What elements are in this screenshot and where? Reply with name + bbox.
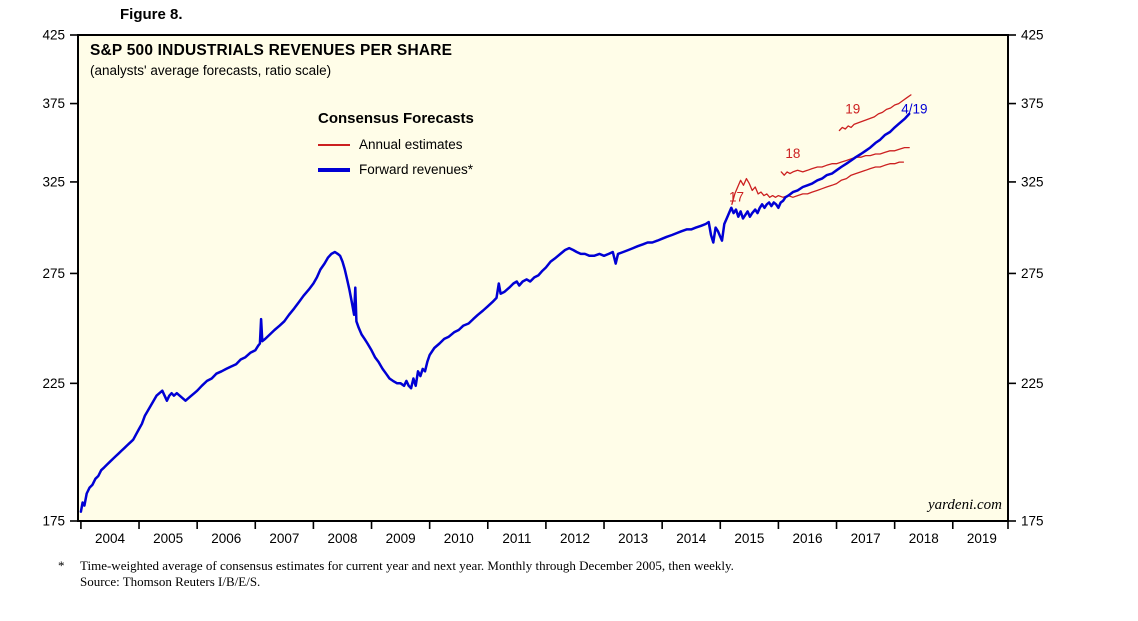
y-tick-label-left: 175	[42, 514, 65, 529]
annotation-19: 19	[845, 101, 860, 116]
x-tick-label: 2017	[851, 531, 881, 546]
x-tick-label: 2008	[327, 531, 357, 546]
legend-label-forward-revenues: Forward revenues*	[359, 162, 474, 177]
series-annual-estimates-2017	[731, 161, 905, 205]
x-tick-label: 2016	[792, 531, 822, 546]
y-tick-label-right: 325	[1021, 174, 1044, 189]
x-tick-label: 2010	[444, 531, 474, 546]
legend: Consensus Forecasts Annual estimates For…	[318, 110, 474, 187]
footnote: * Time-weighted average of consensus est…	[58, 558, 734, 590]
legend-label-annual-estimates: Annual estimates	[359, 137, 463, 152]
x-tick-label: 2019	[967, 531, 997, 546]
series-annual-estimates-2019	[838, 94, 912, 132]
y-tick-label-left: 325	[42, 174, 65, 189]
plot-area	[77, 34, 1009, 522]
legend-item-forward-revenues: Forward revenues*	[318, 162, 474, 177]
x-tick-label: 2014	[676, 531, 707, 546]
chart-subtitle: (analysts' average forecasts, ratio scal…	[90, 63, 332, 78]
x-tick-label: 2004	[95, 531, 126, 546]
y-tick-label-right: 425	[1021, 28, 1044, 43]
series-annual-estimates-2018	[780, 146, 910, 176]
x-tick-label: 2012	[560, 531, 590, 546]
y-tick-label-right: 275	[1021, 266, 1044, 281]
footnote-line-2: Source: Thomson Reuters I/B/E/S.	[80, 574, 261, 589]
footnote-line-1: Time-weighted average of consensus estim…	[80, 558, 734, 573]
forward-revenues-line-swatch	[318, 167, 350, 172]
y-tick-label-left: 225	[42, 376, 65, 391]
annual-estimates-line-swatch	[318, 143, 350, 146]
x-tick-label: 2009	[386, 531, 416, 546]
x-tick-label: 2006	[211, 531, 241, 546]
x-tick-label: 2011	[502, 531, 531, 546]
x-tick-label: 2018	[909, 531, 939, 546]
legend-item-annual-estimates: Annual estimates	[318, 137, 474, 152]
figure-label: Figure 8.	[120, 6, 183, 23]
y-tick-label-right: 225	[1021, 376, 1044, 391]
x-tick-label: 2015	[734, 531, 764, 546]
annotation-4-19: 4/19	[901, 101, 927, 116]
watermark: yardeni.com	[927, 497, 1002, 513]
footnote-text: Time-weighted average of consensus estim…	[80, 558, 734, 590]
x-tick-label: 2007	[269, 531, 299, 546]
x-tick-label: 2005	[153, 531, 183, 546]
y-tick-label-left: 375	[42, 96, 65, 111]
y-tick-label-right: 175	[1021, 514, 1044, 529]
chart-title: S&P 500 INDUSTRIALS REVENUES PER SHARE	[90, 42, 453, 59]
footnote-asterisk: *	[58, 558, 65, 573]
x-tick-label: 2013	[618, 531, 648, 546]
y-tick-label-left: 275	[42, 266, 65, 281]
series-forward-revenues	[79, 112, 911, 513]
annotation-17: 17	[729, 189, 744, 204]
y-tick-label-left: 425	[42, 28, 65, 43]
legend-heading: Consensus Forecasts	[318, 110, 474, 127]
y-tick-label-right: 375	[1021, 96, 1044, 111]
annotation-18: 18	[785, 146, 800, 161]
y-axis: 175 175 225 225 275 275 325 325 375 375 425 425	[42, 28, 1043, 529]
x-axis: 2004 2005 2006 2007 2008 2009 2010 2011 2012 2013…	[80, 521, 1009, 546]
